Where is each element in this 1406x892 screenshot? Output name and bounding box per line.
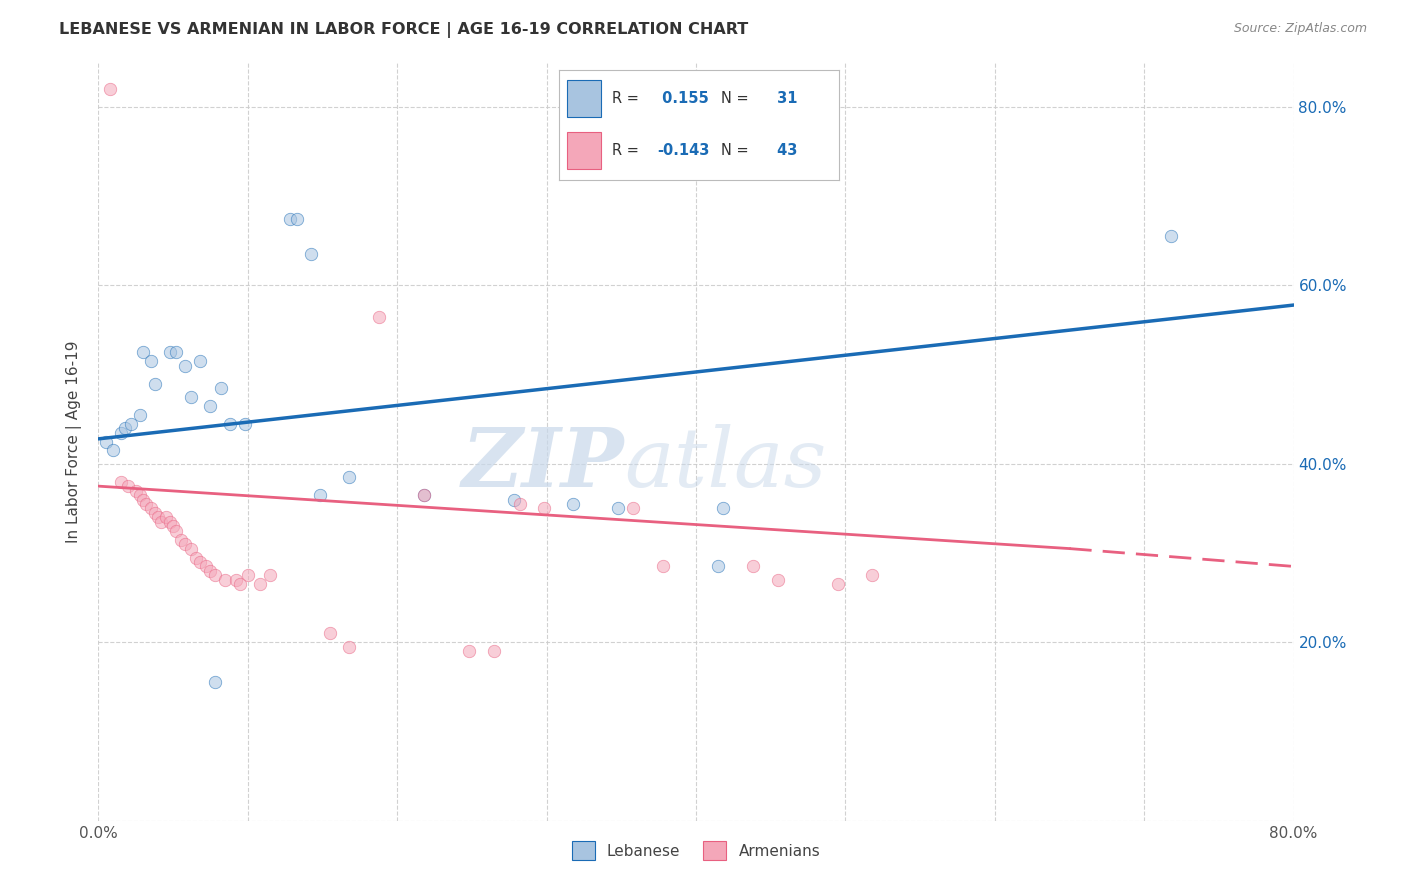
Point bbox=[195, 559, 218, 574]
Point bbox=[150, 515, 173, 529]
Point bbox=[98, 82, 122, 96]
Point bbox=[103, 443, 125, 458]
Point bbox=[278, 211, 301, 226]
Point bbox=[139, 354, 162, 368]
Text: Source: ZipAtlas.com: Source: ZipAtlas.com bbox=[1233, 22, 1367, 36]
Point bbox=[159, 345, 181, 359]
Point bbox=[184, 550, 207, 565]
Point bbox=[94, 434, 117, 449]
Text: LEBANESE VS ARMENIAN IN LABOR FORCE | AGE 16-19 CORRELATION CHART: LEBANESE VS ARMENIAN IN LABOR FORCE | AG… bbox=[59, 22, 748, 38]
Point bbox=[129, 408, 152, 422]
Point bbox=[652, 559, 675, 574]
Point bbox=[139, 501, 162, 516]
Point bbox=[562, 497, 585, 511]
Point bbox=[148, 510, 170, 524]
Point bbox=[285, 211, 308, 226]
Point bbox=[204, 568, 226, 582]
Point bbox=[188, 555, 211, 569]
Point bbox=[229, 577, 252, 591]
Point bbox=[339, 470, 361, 484]
Point bbox=[155, 510, 177, 524]
Point bbox=[162, 519, 184, 533]
Point bbox=[509, 497, 531, 511]
Point bbox=[413, 488, 436, 502]
Point bbox=[607, 501, 630, 516]
Point bbox=[484, 644, 506, 658]
Point bbox=[707, 559, 730, 574]
Point bbox=[308, 488, 330, 502]
Point bbox=[165, 524, 187, 538]
Point bbox=[200, 564, 222, 578]
Point bbox=[766, 573, 789, 587]
Point bbox=[233, 417, 256, 431]
Point bbox=[299, 247, 322, 261]
Point bbox=[711, 501, 734, 516]
Point bbox=[219, 417, 242, 431]
Point bbox=[188, 354, 211, 368]
Point bbox=[741, 559, 763, 574]
Point bbox=[114, 421, 136, 435]
Point bbox=[174, 537, 197, 551]
Point bbox=[117, 479, 139, 493]
Point bbox=[110, 475, 132, 489]
Point bbox=[860, 568, 883, 582]
Point bbox=[204, 675, 226, 690]
Point bbox=[200, 399, 222, 413]
Point bbox=[533, 501, 555, 516]
Point bbox=[225, 573, 247, 587]
Point bbox=[169, 533, 191, 547]
Point bbox=[339, 640, 361, 654]
Point bbox=[502, 492, 524, 507]
Point bbox=[249, 577, 271, 591]
Point bbox=[110, 425, 132, 440]
Point bbox=[236, 568, 259, 582]
Point bbox=[1160, 229, 1182, 244]
Point bbox=[368, 310, 391, 324]
Point bbox=[209, 381, 232, 395]
Text: atlas: atlas bbox=[624, 425, 827, 504]
Point bbox=[132, 492, 155, 507]
Text: ZIP: ZIP bbox=[461, 425, 624, 504]
Point bbox=[132, 345, 155, 359]
Point bbox=[143, 376, 166, 391]
Point bbox=[458, 644, 481, 658]
Point bbox=[129, 488, 152, 502]
Point bbox=[259, 568, 281, 582]
Point bbox=[214, 573, 236, 587]
Point bbox=[180, 541, 202, 556]
Point bbox=[319, 626, 342, 640]
Point bbox=[135, 497, 157, 511]
Point bbox=[125, 483, 148, 498]
Point bbox=[174, 359, 197, 373]
Y-axis label: In Labor Force | Age 16-19: In Labor Force | Age 16-19 bbox=[66, 340, 83, 543]
Point bbox=[159, 515, 181, 529]
Point bbox=[165, 345, 187, 359]
Point bbox=[143, 506, 166, 520]
Point bbox=[827, 577, 849, 591]
Point bbox=[120, 417, 142, 431]
Point bbox=[413, 488, 436, 502]
Legend: Lebanese, Armenians: Lebanese, Armenians bbox=[565, 835, 827, 866]
Point bbox=[180, 390, 202, 404]
Point bbox=[621, 501, 644, 516]
